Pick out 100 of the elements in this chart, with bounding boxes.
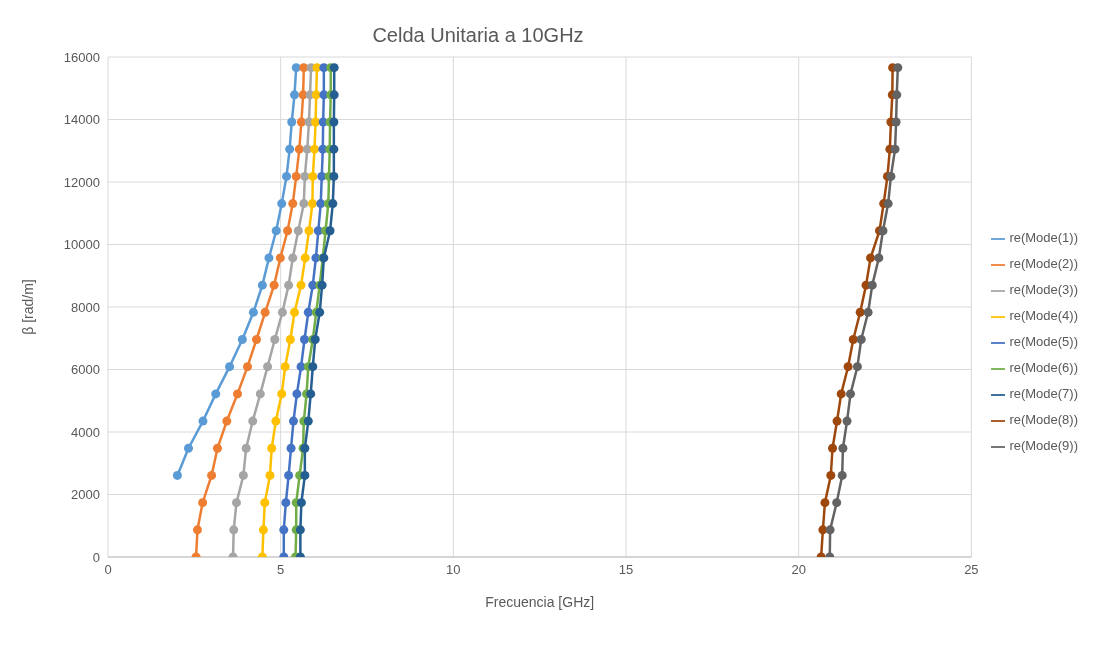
point bbox=[837, 470, 847, 480]
point bbox=[303, 416, 313, 426]
point bbox=[867, 280, 877, 290]
point bbox=[325, 226, 335, 236]
point bbox=[252, 335, 261, 344]
point bbox=[848, 335, 858, 344]
point bbox=[300, 171, 310, 181]
point bbox=[263, 362, 273, 372]
point bbox=[329, 117, 339, 127]
point bbox=[852, 362, 862, 372]
point bbox=[883, 199, 893, 209]
point bbox=[316, 199, 326, 209]
point bbox=[281, 498, 291, 508]
point bbox=[277, 199, 287, 209]
point bbox=[836, 389, 846, 399]
point bbox=[838, 443, 848, 453]
point bbox=[287, 117, 297, 127]
point bbox=[285, 144, 295, 154]
x-tick-label: 25 bbox=[964, 562, 979, 578]
point bbox=[237, 335, 247, 344]
chart-title: Celda Unitaria a 10GHz bbox=[371, 23, 585, 47]
point bbox=[306, 389, 316, 399]
point bbox=[300, 253, 310, 263]
point bbox=[300, 470, 310, 480]
point bbox=[198, 416, 208, 426]
y-tick-label: 4000 bbox=[71, 424, 100, 440]
point bbox=[291, 171, 301, 181]
point bbox=[283, 226, 293, 236]
point bbox=[292, 389, 302, 399]
point bbox=[284, 470, 294, 480]
point bbox=[295, 525, 305, 535]
point bbox=[229, 525, 239, 535]
point bbox=[257, 280, 267, 290]
point bbox=[832, 416, 842, 426]
x-tick-label: 10 bbox=[446, 562, 461, 578]
y-tick-label: 16000 bbox=[63, 49, 100, 65]
point bbox=[293, 226, 303, 236]
point bbox=[267, 443, 277, 453]
point bbox=[308, 171, 318, 181]
point bbox=[277, 389, 287, 399]
point bbox=[299, 199, 309, 209]
legend-label: re(Mode(1)) bbox=[1009, 230, 1078, 245]
y-tick-label: 0 bbox=[92, 549, 100, 565]
point bbox=[289, 90, 299, 100]
x-tick-label: 15 bbox=[618, 562, 634, 578]
point bbox=[271, 226, 281, 236]
legend-label: re(Mode(7)) bbox=[1009, 386, 1078, 401]
point bbox=[238, 470, 248, 480]
point bbox=[855, 307, 865, 317]
point bbox=[260, 307, 270, 317]
legend-label: re(Mode(9)) bbox=[1009, 438, 1078, 453]
point bbox=[328, 199, 338, 209]
legend-label: re(Mode(4)) bbox=[1009, 308, 1078, 323]
y-tick-label: 8000 bbox=[71, 299, 100, 315]
point bbox=[291, 63, 301, 73]
y-tick-label: 10000 bbox=[63, 237, 100, 253]
x-tick-label: 20 bbox=[791, 562, 806, 578]
point bbox=[828, 443, 838, 453]
point bbox=[303, 307, 313, 317]
point bbox=[248, 307, 258, 317]
y-tick-label: 6000 bbox=[71, 362, 100, 378]
point bbox=[299, 63, 309, 73]
point bbox=[820, 498, 830, 508]
point bbox=[271, 416, 281, 426]
point bbox=[289, 307, 299, 317]
point bbox=[277, 307, 287, 317]
point bbox=[280, 362, 290, 372]
point bbox=[192, 525, 202, 535]
legend-label: re(Mode(5)) bbox=[1009, 334, 1078, 349]
point bbox=[275, 253, 285, 263]
point bbox=[856, 335, 866, 344]
point bbox=[288, 199, 298, 209]
point bbox=[329, 171, 339, 181]
point bbox=[264, 253, 274, 263]
point bbox=[288, 416, 298, 426]
y-tick-label: 14000 bbox=[63, 112, 100, 128]
y-tick-label: 2000 bbox=[71, 487, 100, 503]
point bbox=[212, 443, 222, 453]
point bbox=[172, 470, 182, 480]
point bbox=[890, 144, 900, 154]
point bbox=[183, 443, 193, 453]
point bbox=[207, 470, 217, 480]
point bbox=[225, 362, 235, 372]
point bbox=[222, 416, 232, 426]
point bbox=[863, 307, 873, 317]
point bbox=[294, 144, 304, 154]
point bbox=[307, 199, 317, 209]
point bbox=[248, 416, 258, 426]
point bbox=[843, 362, 853, 372]
point bbox=[269, 280, 279, 290]
point bbox=[296, 280, 306, 290]
point bbox=[243, 362, 253, 372]
point bbox=[282, 171, 292, 181]
y-axis-title: β [rad/m] bbox=[19, 279, 36, 335]
point bbox=[866, 253, 876, 263]
x-tick-label: 0 bbox=[104, 562, 112, 578]
legend-label: re(Mode(8)) bbox=[1009, 412, 1078, 427]
point bbox=[892, 90, 902, 100]
point bbox=[258, 525, 268, 535]
point bbox=[279, 525, 289, 535]
